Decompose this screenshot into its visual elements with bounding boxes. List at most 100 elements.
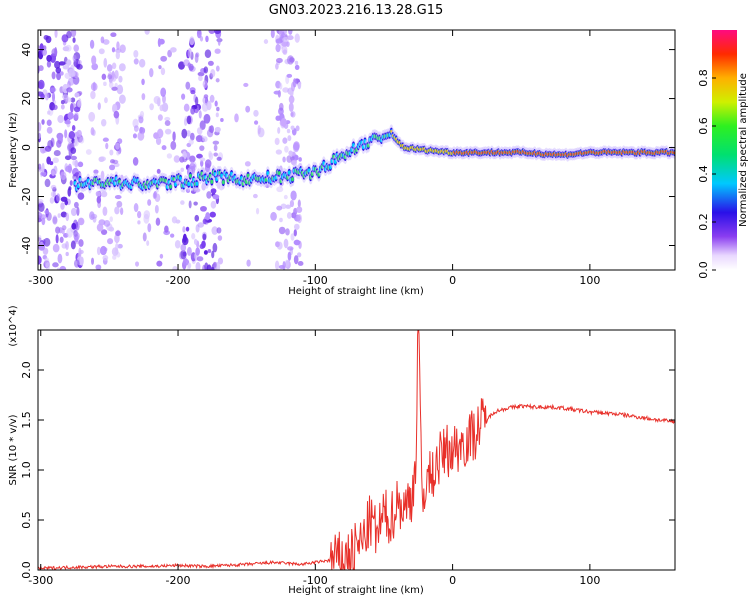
noise-speck: [60, 211, 68, 218]
noise-speck: [96, 246, 101, 256]
noise-speck: [56, 267, 61, 270]
noise-speck: [216, 227, 222, 234]
colorbar-tick-label: 0.4: [697, 165, 710, 183]
noise-speck: [216, 106, 220, 112]
noise-speck: [46, 212, 52, 221]
noise-speck: [215, 65, 220, 72]
noise-speck: [133, 50, 139, 58]
noise-speck: [52, 157, 59, 164]
noise-speck: [281, 45, 288, 54]
noise-speck: [186, 115, 192, 125]
noise-speck: [189, 36, 195, 46]
noise-speck: [119, 207, 124, 216]
noise-speck: [178, 61, 185, 70]
ridge-core: [188, 173, 192, 179]
noise-speck: [180, 243, 187, 252]
noise-speck: [279, 217, 283, 223]
noise-speck: [254, 120, 259, 125]
noise-speck: [91, 257, 95, 265]
noise-speck: [210, 68, 216, 78]
noise-speck: [51, 48, 58, 57]
noise-speck: [101, 73, 107, 80]
noise-speck: [38, 237, 42, 242]
noise-speck: [174, 239, 181, 249]
noise-speck: [56, 71, 62, 81]
noise-speck: [183, 103, 190, 112]
noise-speck: [208, 30, 216, 35]
noise-speck: [244, 161, 251, 167]
noise-speck: [73, 44, 80, 52]
noise-speck: [190, 161, 194, 167]
noise-speck: [210, 200, 217, 209]
noise-speck: [185, 226, 190, 232]
noise-speck: [52, 104, 58, 111]
noise-speck: [161, 102, 169, 113]
noise-speck: [156, 168, 161, 174]
colorbar-gradient: [712, 30, 737, 270]
noise-speck: [212, 194, 220, 200]
noise-speck: [182, 226, 186, 233]
noise-speck: [51, 71, 56, 80]
noise-speck: [297, 82, 302, 90]
noise-speck: [74, 112, 79, 119]
noise-speck: [52, 262, 59, 268]
noise-speck: [64, 120, 71, 125]
noise-speck: [246, 259, 251, 267]
noise-speck: [71, 222, 77, 230]
noise-speck: [89, 39, 95, 49]
y-tick-label: 1.0: [20, 461, 33, 479]
noise-speck: [38, 79, 45, 90]
snr-x-ticks: -300 -200 -100 0 100: [28, 330, 600, 587]
noise-speck: [72, 54, 77, 62]
noise-speck: [70, 97, 76, 103]
noise-speck: [167, 49, 172, 58]
noise-speck: [214, 48, 221, 54]
noise-speck: [276, 205, 283, 211]
noise-speck: [275, 115, 281, 121]
noise-speck: [49, 87, 57, 93]
noise-speck: [143, 210, 151, 220]
noise-speck: [60, 99, 65, 105]
noise-speck: [161, 145, 167, 151]
noise-speck: [164, 128, 172, 135]
noise-speck: [66, 59, 72, 66]
noise-speck: [60, 196, 68, 202]
noise-speck: [285, 204, 292, 209]
noise-speck: [43, 34, 49, 40]
noise-speck: [38, 198, 44, 204]
noise-speck: [288, 102, 294, 112]
noise-speck: [66, 87, 73, 93]
noise-speck: [58, 61, 66, 66]
noise-speck: [158, 65, 162, 70]
noise-speck: [92, 81, 96, 92]
y-tick-label: 0.5: [20, 511, 33, 529]
noise-speck: [199, 157, 206, 162]
noise-speck: [205, 212, 211, 221]
noise-speck: [194, 214, 200, 222]
noise-speck: [191, 233, 196, 240]
noise-speck: [217, 235, 223, 241]
noise-speck: [190, 107, 196, 115]
noise-speck: [295, 125, 300, 132]
noise-speck: [284, 145, 289, 153]
colorbar-tick-label: 0.2: [697, 213, 710, 231]
noise-speck: [132, 133, 137, 139]
spectrogram-y-ticks: -40 -20 0 20 40: [20, 43, 675, 254]
ridge-core: [221, 180, 225, 185]
noise-speck: [103, 81, 107, 87]
noise-speck: [180, 249, 187, 260]
noise-speck: [252, 193, 258, 199]
noise-speck: [139, 126, 143, 134]
noise-speck: [270, 211, 277, 221]
noise-speck: [114, 249, 119, 255]
noise-speck: [141, 78, 145, 86]
noise-speck: [155, 137, 162, 145]
noise-speck: [55, 66, 62, 74]
x-tick-label: 100: [579, 574, 600, 587]
noise-speck: [116, 41, 120, 51]
noise-speck: [114, 195, 122, 200]
noise-speck: [111, 47, 116, 53]
noise-speck: [288, 150, 293, 156]
noise-speck: [164, 225, 169, 233]
noise-speck: [273, 90, 281, 95]
